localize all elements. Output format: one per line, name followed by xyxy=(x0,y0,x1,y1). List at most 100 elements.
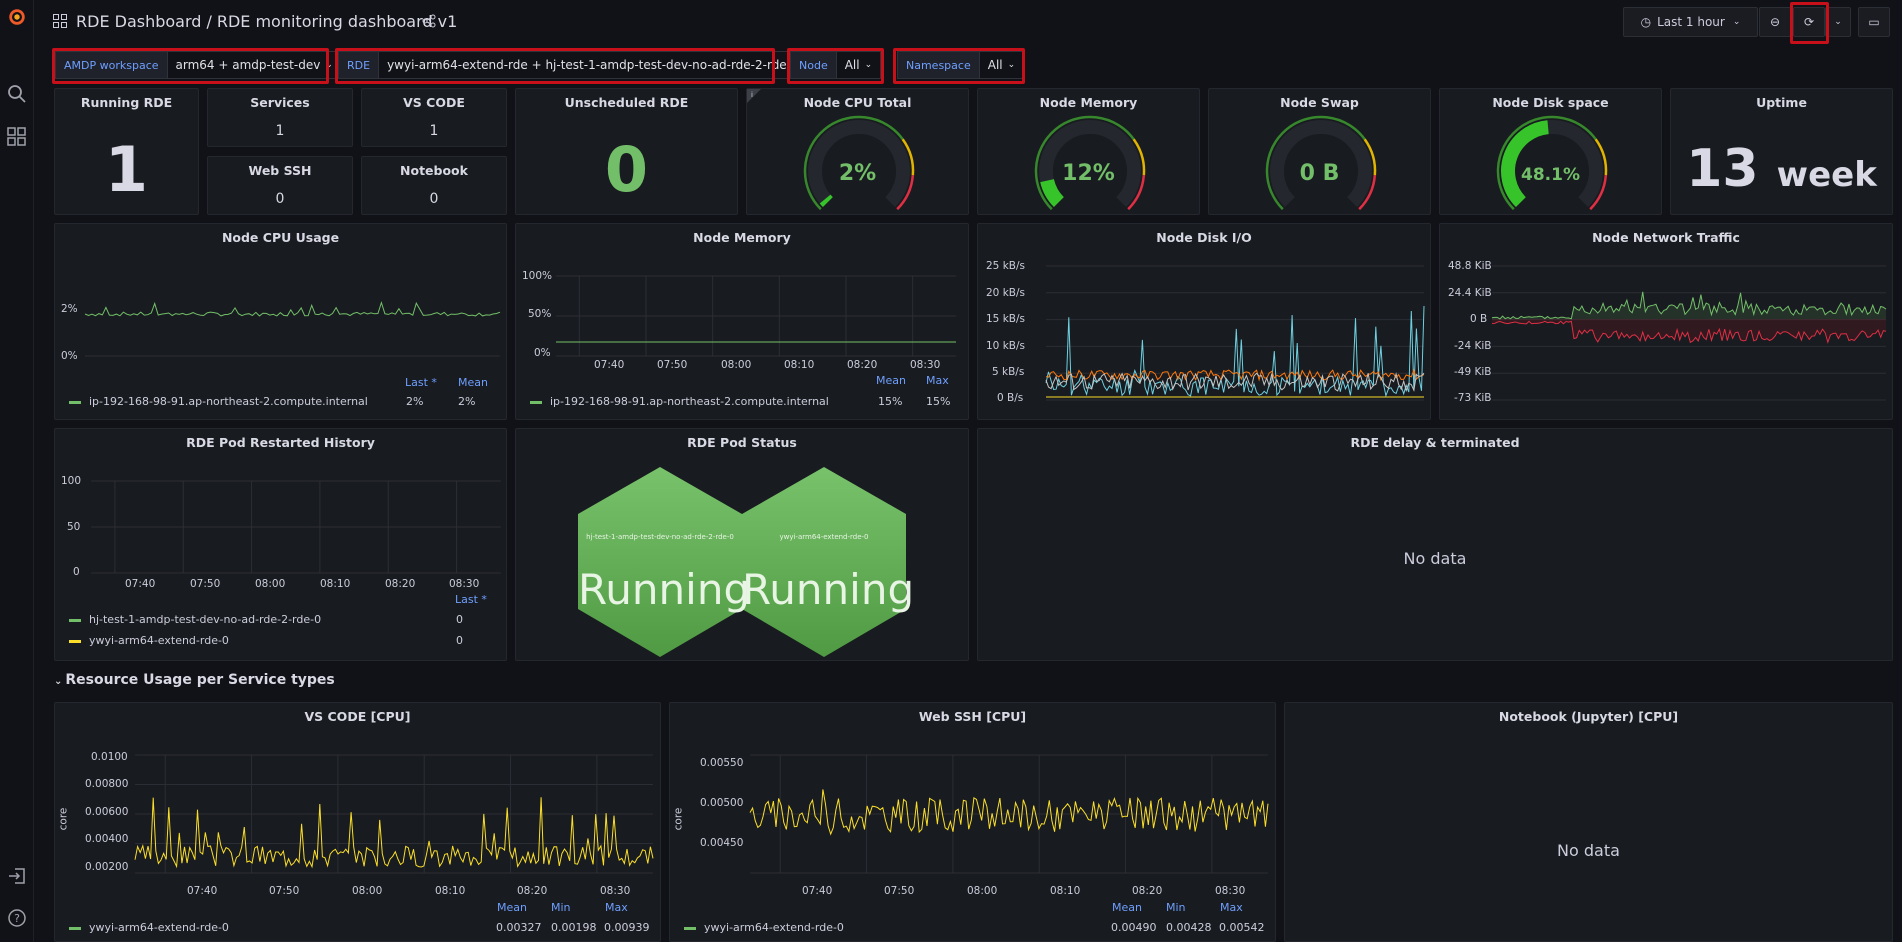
y-tick: 50 xyxy=(67,521,81,533)
y-tick: 0% xyxy=(61,350,78,362)
x-tick: 07:50 xyxy=(190,578,221,590)
refresh-interval-button[interactable]: ⌄ xyxy=(1825,7,1851,37)
panel-vscode-cpu[interactable]: VS CODE [CPU] core 0.0100 0.00800 0.0060… xyxy=(54,702,661,942)
grafana-logo-icon[interactable] xyxy=(7,7,27,27)
legend-swatch xyxy=(69,639,81,643)
gauge xyxy=(1496,115,1608,211)
panel-webssh-cpu[interactable]: Web SSH [CPU] core 0.00550 0.00500 0.004… xyxy=(669,702,1276,942)
gauge-threshold-ring xyxy=(1358,175,1377,211)
row-header[interactable]: ⌄ Resource Usage per Service types xyxy=(54,672,335,688)
tv-mode-button[interactable]: ▭ xyxy=(1858,7,1890,37)
legend-value: 0 xyxy=(456,613,463,626)
x-tick: 07:40 xyxy=(594,359,625,371)
x-tick: 08:30 xyxy=(449,578,480,590)
panel-title: Web SSH xyxy=(248,163,312,178)
zoom-out-button[interactable]: ⊖ xyxy=(1759,7,1791,37)
y-axis-label: core xyxy=(672,807,685,831)
panel-webssh[interactable]: Web SSH 0 xyxy=(207,156,353,215)
panel-uptime[interactable]: Uptime 13 week xyxy=(1670,88,1893,215)
legend-item[interactable]: hj-test-1-amdp-test-dev-no-ad-rde-2-rde-… xyxy=(69,613,321,626)
y-tick: 2% xyxy=(61,303,78,315)
legend-head-min: Min xyxy=(1166,901,1186,914)
x-tick: 07:40 xyxy=(125,578,156,590)
time-picker-button[interactable]: ◷ Last 1 hour ⌄ xyxy=(1623,7,1758,37)
y-tick: 5 kB/s xyxy=(992,366,1025,378)
panel-node-disk-space[interactable]: Node Disk space 48.1% xyxy=(1439,88,1662,215)
panel-node-network-traffic[interactable]: Node Network Traffic 48.8 KiB 24.4 KiB 0… xyxy=(1439,223,1893,420)
cpu-usage-chart xyxy=(84,300,501,357)
panel-node-cpu-usage[interactable]: Node CPU Usage 2% 0% Last * Mean ip-192-… xyxy=(54,223,507,420)
panel-title: Notebook xyxy=(400,163,468,178)
gauge-threshold-ring xyxy=(1594,138,1608,176)
webssh-cpu-chart xyxy=(749,754,1269,874)
panel-rde-delay-terminated[interactable]: RDE delay & terminated No data xyxy=(977,428,1893,661)
panel-title: Services xyxy=(250,95,310,110)
stat-value: 0 xyxy=(604,133,649,206)
share-icon[interactable] xyxy=(422,14,436,28)
panel-title: Running RDE xyxy=(80,95,173,110)
panel-unscheduled-rde[interactable]: Unscheduled RDE 0 xyxy=(515,88,738,215)
var-value-select[interactable]: ywyi-arm64-extend-rde + hj-test-1-amdp-t… xyxy=(379,51,809,79)
panel-services[interactable]: Services 1 xyxy=(207,88,353,147)
legend-item[interactable]: ip-192-168-98-91.ap-northeast-2.compute.… xyxy=(69,395,368,408)
gauge-threshold-ring xyxy=(1589,175,1608,211)
panel-title: Node Memory xyxy=(693,230,791,245)
var-value: arm64 + amdp-test-dev xyxy=(175,58,321,72)
dashboard-title[interactable]: RDE monitoring dashboard v1 xyxy=(216,12,458,31)
pod-status: Running xyxy=(742,565,915,614)
panel-node-cpu-total[interactable]: i Node CPU Total 2% xyxy=(746,88,969,215)
var-amdp-workspace[interactable]: AMDP workspace arm64 + amdp-test-dev ⌄ xyxy=(55,51,342,79)
var-label: Namespace xyxy=(897,51,980,79)
legend-value: 0.00327 xyxy=(496,921,542,934)
panel-running-rde[interactable]: Running RDE 1 xyxy=(54,88,199,215)
panel-notebook-cpu[interactable]: Notebook (Jupyter) [CPU] No data xyxy=(1284,702,1893,942)
panel-node-disk-io[interactable]: Node Disk I/O 25 kB/s 20 kB/s 15 kB/s 10… xyxy=(977,223,1431,420)
panel-notebook[interactable]: Notebook 0 xyxy=(361,156,507,215)
info-corner-icon[interactable]: i xyxy=(747,89,761,103)
legend-value: 0.00939 xyxy=(604,921,650,934)
var-rde[interactable]: RDE ywyi-arm64-extend-rde + hj-test-1-am… xyxy=(338,51,809,79)
y-tick: 0 B xyxy=(1470,313,1488,325)
y-tick: 0.00600 xyxy=(85,806,129,818)
panel-title: RDE delay & terminated xyxy=(1350,435,1520,450)
pod-hexagon[interactable] xyxy=(578,467,742,657)
panel-node-memory-graph[interactable]: Node Memory 100% 50% 0% 07:40 07:50 08:0… xyxy=(515,223,969,420)
panel-title: Node Network Traffic xyxy=(1592,230,1740,245)
var-value-select[interactable]: arm64 + amdp-test-dev ⌄ xyxy=(167,51,342,79)
panel-title: RDE Pod Restarted History xyxy=(186,435,375,450)
legend-item[interactable]: ip-192-168-98-91.ap-northeast-2.compute.… xyxy=(530,395,829,408)
panel-node-memory-gauge[interactable]: Node Memory 12% xyxy=(977,88,1200,215)
legend-swatch xyxy=(530,400,542,404)
legend-item[interactable]: ywyi-arm64-extend-rde-0 xyxy=(69,634,229,647)
panel-rde-pod-status[interactable]: RDE Pod Status hj-test-1-amdp-test-dev-n… xyxy=(515,428,969,661)
refresh-icon: ⟳ xyxy=(1803,15,1815,29)
legend-head-max: Max xyxy=(926,374,949,387)
x-tick: 08:00 xyxy=(352,885,383,897)
search-icon[interactable] xyxy=(7,84,27,104)
y-tick: 0% xyxy=(534,347,551,359)
folder-link[interactable]: RDE Dashboard xyxy=(76,12,202,31)
legend-item[interactable]: ywyi-arm64-extend-rde-0 xyxy=(684,921,844,934)
pod-hexagon[interactable] xyxy=(742,467,906,657)
panel-node-swap[interactable]: Node Swap 0 B xyxy=(1208,88,1431,215)
y-tick: 0.00500 xyxy=(700,797,744,809)
panel-vscode[interactable]: VS CODE 1 xyxy=(361,88,507,147)
signin-icon[interactable] xyxy=(7,866,27,886)
legend-item[interactable]: ywyi-arm64-extend-rde-0 xyxy=(69,921,229,934)
var-value-select[interactable]: All ⌄ xyxy=(836,51,882,79)
help-icon[interactable]: ? xyxy=(7,908,27,928)
y-tick: 24.4 KiB xyxy=(1448,287,1492,299)
legend-swatch xyxy=(69,400,81,404)
apps-icon[interactable] xyxy=(7,127,27,147)
var-node[interactable]: Node All ⌄ xyxy=(790,51,882,79)
legend-value: 0.00428 xyxy=(1166,921,1212,934)
y-tick: 48.8 KiB xyxy=(1448,260,1492,272)
y-tick: -73 KiB xyxy=(1454,392,1492,404)
y-tick: 0.00800 xyxy=(85,778,129,790)
y-axis-label: core xyxy=(57,807,70,831)
var-label: AMDP workspace xyxy=(55,51,168,79)
y-tick: 20 kB/s xyxy=(986,287,1025,299)
refresh-button[interactable]: ⟳ xyxy=(1793,7,1825,37)
y-tick: 0.00550 xyxy=(700,757,744,769)
panel-rde-pod-restarted-history[interactable]: RDE Pod Restarted History 100 50 0 07:40… xyxy=(54,428,507,661)
